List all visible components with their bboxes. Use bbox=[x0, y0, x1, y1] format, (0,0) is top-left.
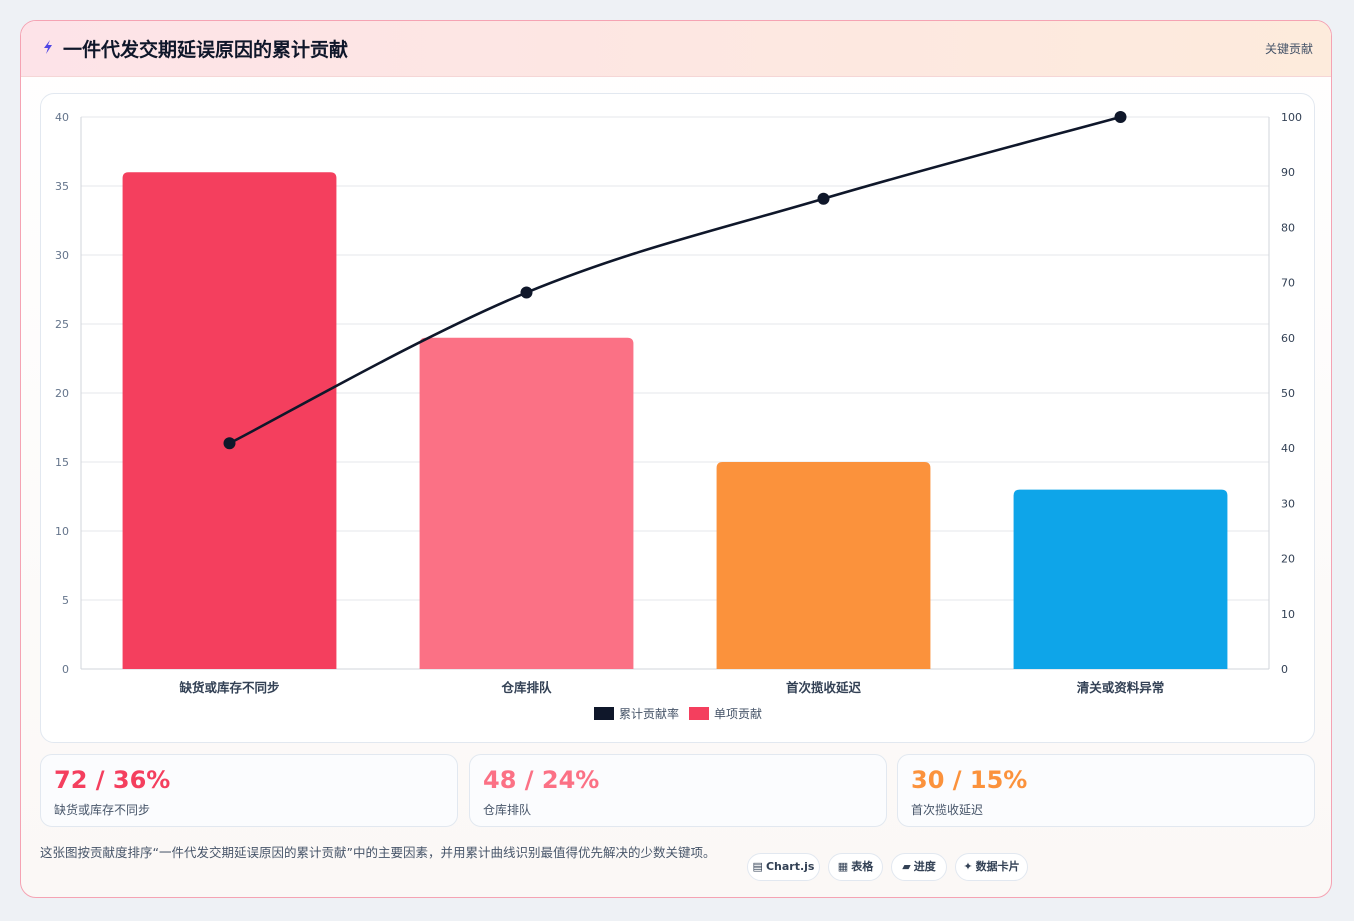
kpi-card: 48 / 24% 仓库排队 bbox=[469, 754, 887, 827]
cumulative-point bbox=[223, 437, 236, 450]
table-icon: ▦ bbox=[837, 860, 849, 873]
cumulative-point bbox=[520, 286, 533, 299]
x-tick-label: 清关或资料异常 bbox=[1077, 680, 1165, 695]
chip-label: 表格 bbox=[851, 860, 874, 873]
kpi-label: 仓库排队 bbox=[483, 803, 532, 817]
bar bbox=[716, 462, 931, 669]
y-right-tick-label: 10 bbox=[1281, 608, 1295, 621]
y-left-tick-label: 0 bbox=[62, 663, 69, 676]
y-left-tick-label: 25 bbox=[55, 318, 69, 331]
chart-icon: ▤ bbox=[752, 860, 763, 873]
y-left-tick-label: 20 bbox=[55, 387, 69, 400]
chip-data-card[interactable]: ✦ 数据卡片 bbox=[955, 853, 1028, 881]
y-left-tick-label: 35 bbox=[55, 180, 69, 193]
y-left-tick-label: 40 bbox=[55, 111, 69, 124]
chip-label: 进度 bbox=[913, 860, 936, 873]
x-tick-label: 缺货或库存不同步 bbox=[179, 680, 279, 695]
footnote: 这张图按贡献度排序“一件代发交期延误原因的累计贡献”中的主要因素，并用累计曲线识… bbox=[40, 845, 716, 860]
y-right-tick-label: 80 bbox=[1281, 221, 1295, 234]
chip-table[interactable]: ▦ 表格 bbox=[828, 853, 883, 881]
y-left-tick-label: 15 bbox=[55, 456, 69, 469]
legend-label: 累计贡献率 bbox=[619, 706, 679, 721]
y-left-tick-label: 30 bbox=[55, 249, 69, 262]
progress-icon: ▰ bbox=[902, 860, 911, 873]
legend-swatch bbox=[689, 707, 709, 720]
y-left-tick-label: 5 bbox=[62, 594, 69, 607]
y-right-tick-label: 0 bbox=[1281, 663, 1288, 676]
kpi-value: 72 / 36% bbox=[54, 766, 171, 794]
x-tick-label: 首次揽收延迟 bbox=[786, 680, 862, 695]
legend-swatch bbox=[594, 707, 614, 720]
kpi-card: 72 / 36% 缺货或库存不同步 bbox=[40, 754, 458, 827]
page-title: 一件代发交期延误原因的累计贡献 bbox=[63, 39, 349, 61]
y-right-tick-label: 90 bbox=[1281, 166, 1295, 179]
y-right-tick-label: 100 bbox=[1281, 111, 1302, 124]
kpi-card: 30 / 15% 首次揽收延迟 bbox=[897, 754, 1315, 827]
y-right-tick-label: 50 bbox=[1281, 387, 1295, 400]
kpi-value: 48 / 24% bbox=[483, 766, 600, 794]
chip-progress[interactable]: ▰ 进度 bbox=[891, 853, 947, 881]
chart-card: 一件代发交期延误原因的累计贡献 关键贡献 0 5 10 15 20 25 30 35 40 0 10… bbox=[20, 20, 1332, 898]
cumulative-point bbox=[1114, 111, 1127, 123]
bar bbox=[419, 337, 634, 669]
sparkle-icon: ✦ bbox=[963, 860, 973, 873]
cumulative-line bbox=[228, 115, 1121, 445]
lightning-icon bbox=[44, 40, 52, 54]
chip-chartjs[interactable]: ▤ Chart.js bbox=[747, 853, 820, 881]
legend-label: 单项贡献 bbox=[714, 706, 762, 721]
chip-label: Chart.js bbox=[765, 860, 815, 873]
y-right-tick-label: 20 bbox=[1281, 553, 1295, 566]
cumulative-point bbox=[817, 192, 830, 205]
bar bbox=[122, 172, 337, 669]
y-left-tick-label: 10 bbox=[55, 525, 69, 538]
chart-panel: 0 5 10 15 20 25 30 35 40 0 10 20 30 40 50 60 70 80 90 100 缺货… bbox=[40, 93, 1315, 743]
kpi-value: 30 / 15% bbox=[911, 766, 1028, 794]
y-right-tick-label: 60 bbox=[1281, 332, 1295, 345]
y-right-tick-label: 40 bbox=[1281, 442, 1295, 455]
y-right-tick-label: 70 bbox=[1281, 277, 1295, 290]
chip-label: 数据卡片 bbox=[975, 860, 1020, 873]
bar bbox=[1013, 489, 1228, 669]
header-tag: 关键贡献 bbox=[1264, 42, 1313, 56]
y-right-tick-label: 30 bbox=[1281, 497, 1295, 510]
pareto-chart: 0 5 10 15 20 25 30 35 40 0 10 20 30 40 50 60 70 80 90 100 缺货… bbox=[55, 111, 1302, 721]
kpi-label: 首次揽收延迟 bbox=[911, 803, 984, 817]
card-header: 一件代发交期延误原因的累计贡献 关键贡献 bbox=[21, 21, 1331, 77]
x-tick-label: 仓库排队 bbox=[500, 680, 552, 695]
kpi-label: 缺货或库存不同步 bbox=[54, 803, 151, 817]
